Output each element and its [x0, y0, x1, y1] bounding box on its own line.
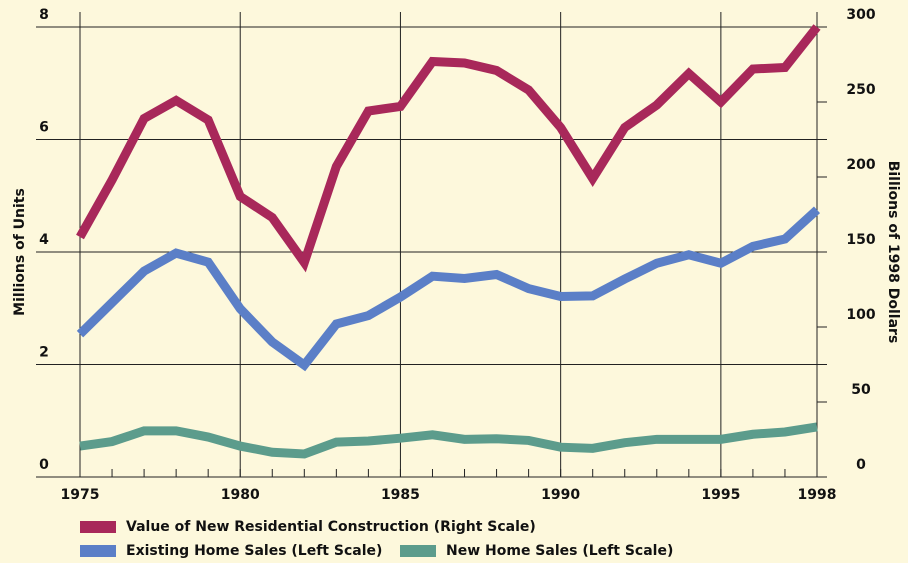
y-tick-label: 4	[39, 232, 49, 248]
legend-label: Value of New Residential Construction (R…	[126, 519, 536, 535]
series-line	[79, 422, 818, 459]
y-tick-label: 2	[39, 345, 49, 361]
y2-tick-label: 100	[846, 307, 875, 323]
y2-tick-label: 250	[846, 82, 875, 98]
legend-label: Existing Home Sales (Left Scale)	[126, 543, 382, 559]
legend-swatch	[80, 545, 116, 557]
x-tick-label: 1990	[541, 487, 580, 503]
legend-label: New Home Sales (Left Scale)	[446, 543, 673, 559]
y-tick-label: 0	[39, 457, 49, 473]
y2-tick-label: 300	[846, 7, 875, 23]
x-tick-label: 1998	[798, 487, 837, 503]
series-line	[76, 206, 821, 372]
y2-tick-label: 50	[851, 382, 871, 398]
x-tick-label: 1975	[61, 487, 100, 503]
y-axis-label: Millions of Units	[12, 188, 28, 316]
x-tick-label: 1985	[381, 487, 420, 503]
legend-swatch	[80, 521, 116, 533]
y2-tick-label: 200	[846, 157, 875, 173]
x-tick-label: 1995	[701, 487, 740, 503]
y2-tick-label: 0	[856, 457, 866, 473]
y2-tick-label: 150	[846, 232, 875, 248]
y-tick-label: 8	[39, 7, 49, 23]
y-tick-label: 6	[39, 120, 49, 136]
legend-swatch	[400, 545, 436, 557]
series-line	[76, 24, 821, 273]
x-tick-label: 1980	[221, 487, 260, 503]
y2-axis-label: Billions of 1998 Dollars	[885, 161, 901, 344]
